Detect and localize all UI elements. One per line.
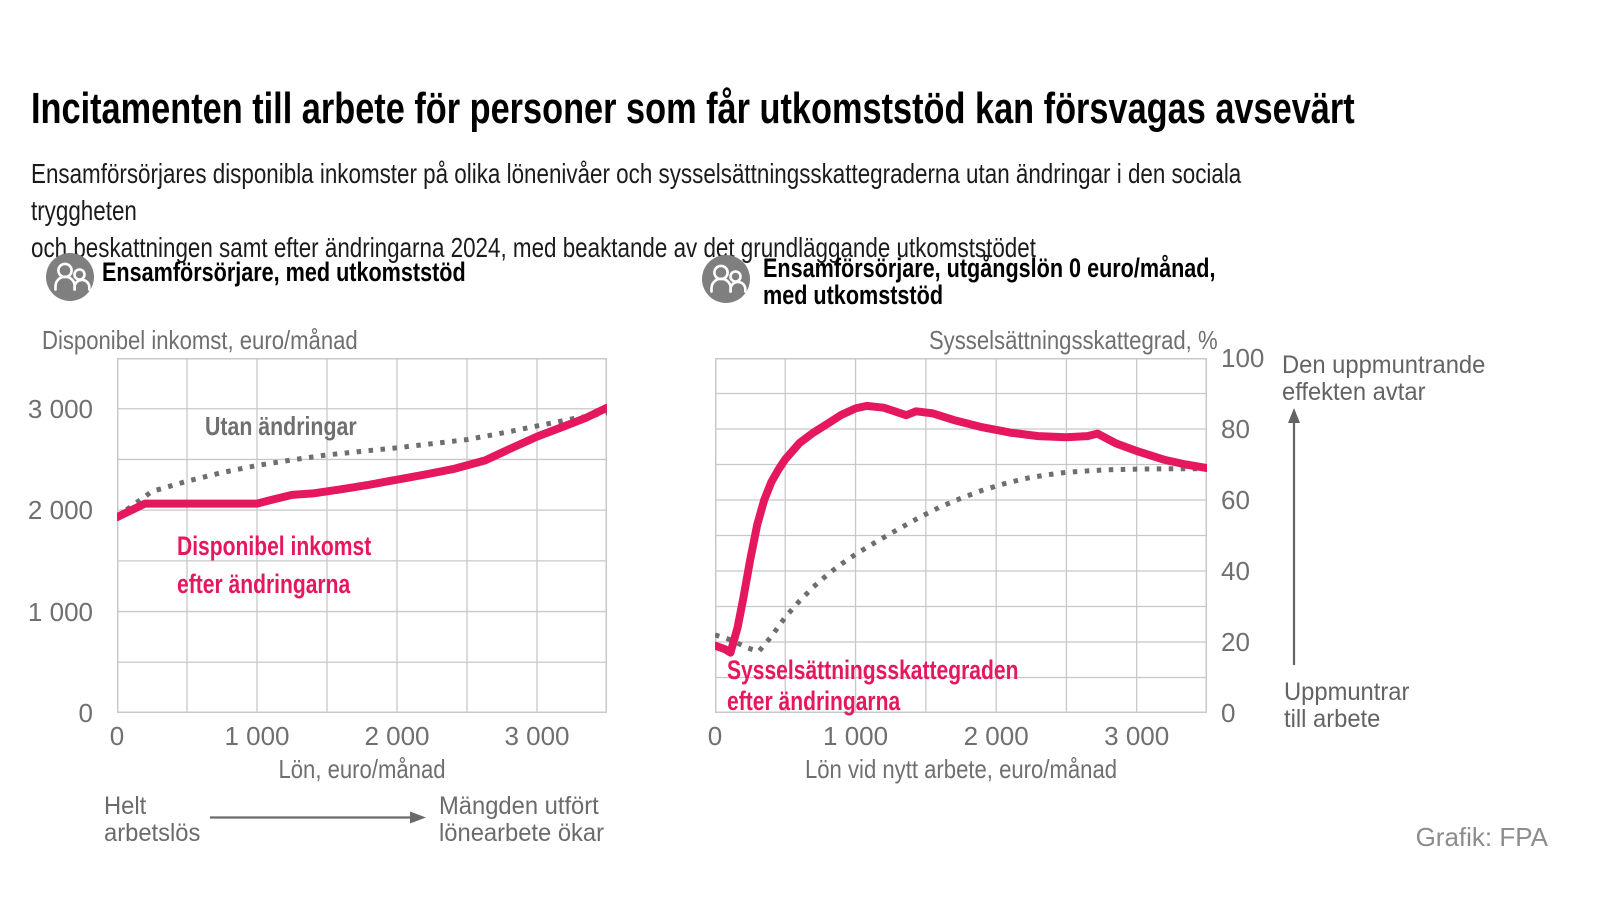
left-gray-series-label: Utan ändringar — [205, 411, 357, 441]
right-arrow-icon — [210, 811, 426, 824]
left-y-axis-unit: Disponibel inkomst, euro/månad — [42, 325, 358, 355]
plot-border — [715, 358, 1207, 713]
series-pink — [715, 401, 1207, 657]
y-tick-label: 2 000 — [27, 495, 93, 526]
annotation-discouraging: Den uppmuntrande effekten avtar — [1282, 351, 1486, 406]
right-x-axis-title: Lön vid nytt arbete, euro/månad — [804, 754, 1118, 784]
series-pink — [117, 403, 607, 522]
right-pink-series-label: Sysselsättningsskattegraden efter ändrin… — [727, 655, 1019, 716]
y-tick-label: 3 000 — [27, 393, 93, 424]
y-tick-label: 1 000 — [27, 596, 93, 627]
left-pink-series-label: Disponibel inkomst efter ändringarna — [177, 531, 372, 599]
series-dotted-gray — [117, 410, 607, 519]
page-subtitle: Ensamförsörjares disponibla inkomster på… — [31, 158, 1242, 263]
left-x-axis-title: Lön, euro/månad — [278, 754, 446, 784]
up-arrow-icon — [1288, 408, 1300, 665]
y-tick-label: 40 — [1221, 556, 1250, 586]
left-plot — [117, 358, 607, 713]
annotation-encouraging: Uppmuntrar till arbete — [1284, 678, 1410, 733]
y-tick-label: 60 — [1221, 485, 1250, 515]
x-tick-label: 2 000 — [963, 721, 1029, 751]
y-tick-label: 100 — [1221, 343, 1265, 373]
x-tick-label: 1 000 — [224, 721, 290, 751]
x-tick-label: 2 000 — [364, 721, 430, 751]
footnote-more-work: Mängden utfört lönearbete ökar — [439, 792, 605, 847]
page-title: Incitamenten till arbete för personer so… — [31, 84, 1355, 134]
credit-text: Grafik: FPA — [1415, 822, 1548, 852]
plot-border — [117, 358, 607, 713]
x-tick-label: 3 000 — [1104, 721, 1170, 751]
y-tick-label: 0 — [1221, 698, 1236, 728]
x-tick-label: 0 — [707, 721, 723, 751]
x-tick-label: 0 — [109, 721, 125, 751]
y-tick-label: 0 — [78, 698, 93, 728]
y-tick-label: 80 — [1221, 414, 1250, 444]
left-chart-title: Ensamförsörjare, med utkomststöd — [102, 257, 466, 287]
series-dotted-gray — [715, 466, 1207, 655]
right-y-axis-unit: Sysselsättningsskattegrad, % — [929, 325, 1218, 355]
family-persons-icon — [46, 253, 94, 301]
y-tick-label: 20 — [1221, 627, 1250, 657]
right-plot — [715, 358, 1207, 713]
x-tick-label: 3 000 — [504, 721, 570, 751]
right-chart-title: Ensamförsörjare, utgångslön 0 euro/månad… — [763, 253, 1216, 310]
family-persons-icon — [702, 255, 750, 303]
footnote-unemployed: Helt arbetslös — [104, 792, 201, 847]
x-tick-label: 1 000 — [823, 721, 889, 751]
